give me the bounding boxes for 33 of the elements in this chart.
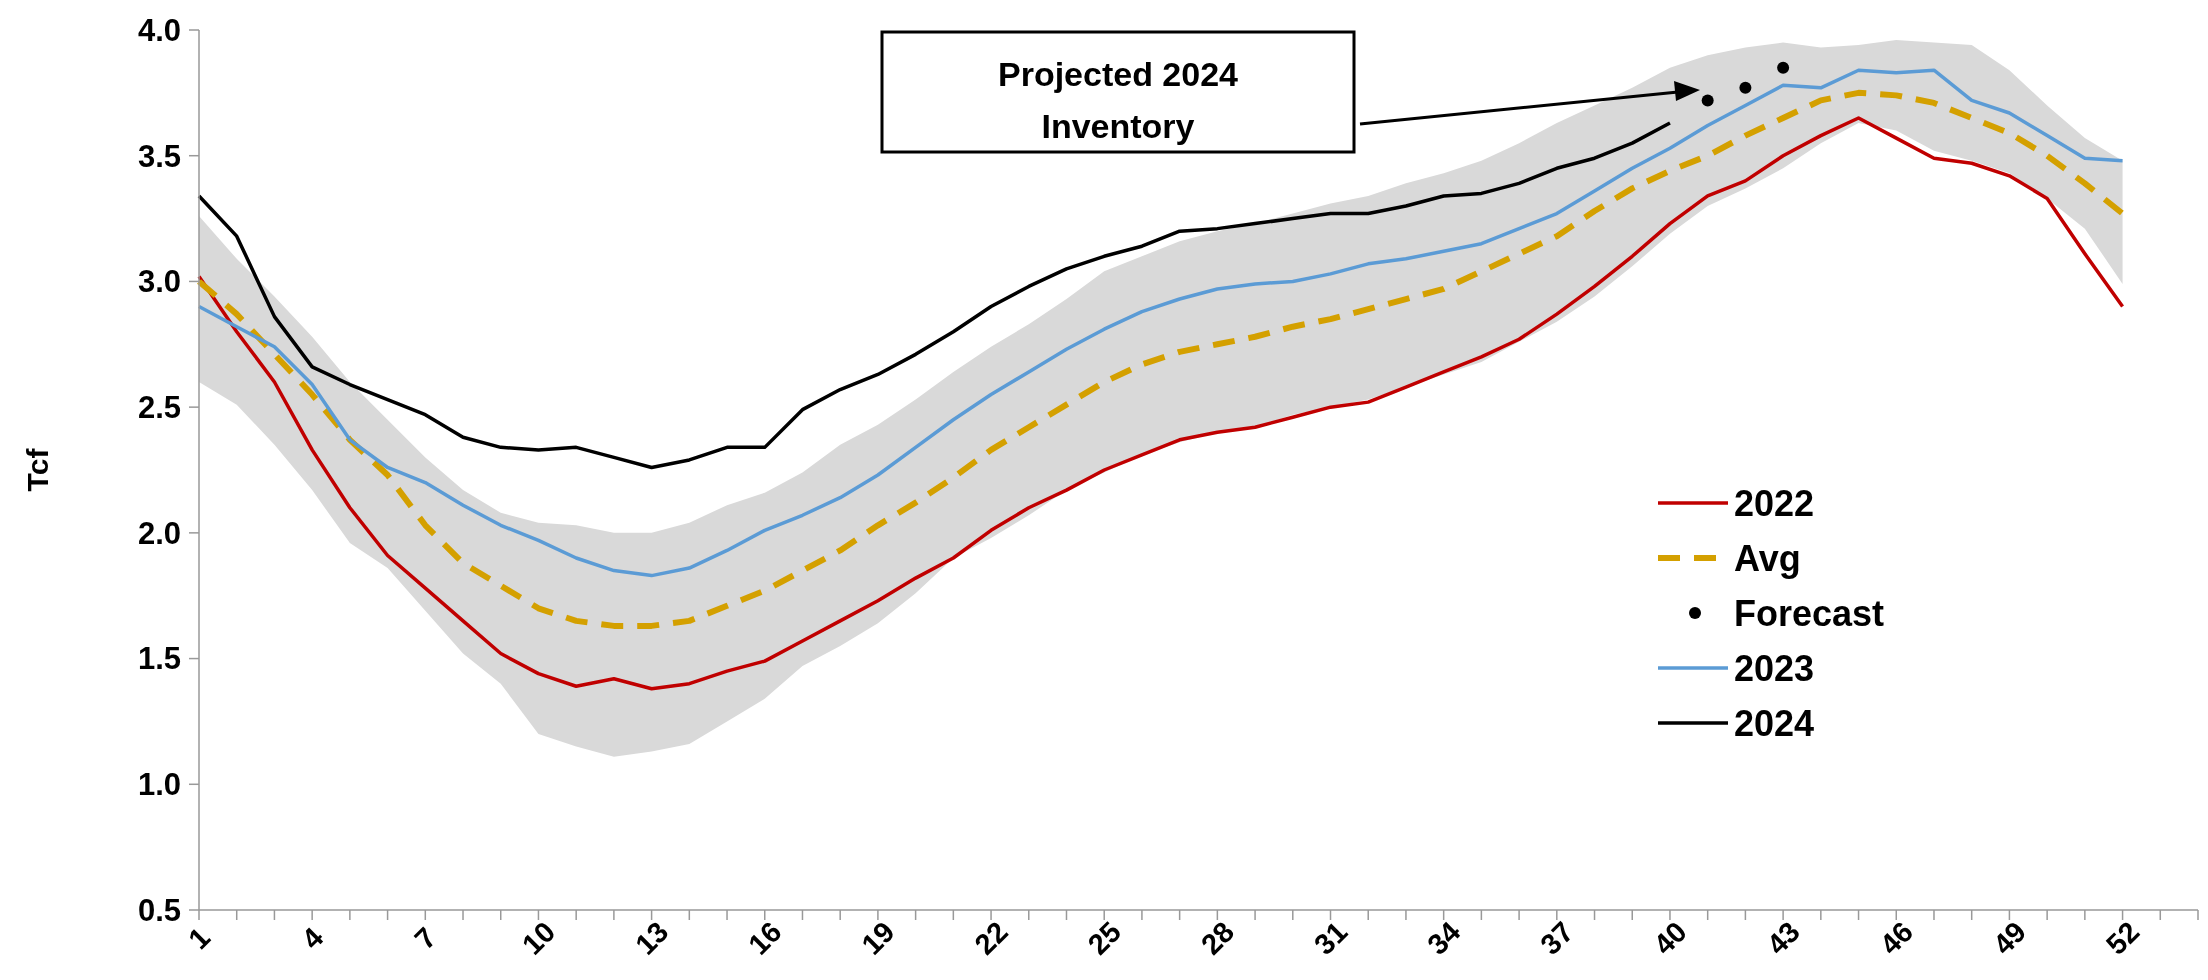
y-tick-label: 2.0 [137,515,181,551]
legend-label: Avg [1734,537,1801,579]
annotation: Projected 2024 Inventory [997,54,1239,145]
y-tick-label: 1.5 [137,641,181,677]
legend-label: 2022 [1734,482,1815,524]
y-tick-label: 3.0 [137,264,181,300]
x-tick-label: 25 [1081,915,1128,961]
x-tick-label: 40 [1647,915,1693,961]
y-tick-label: 0.5 [137,892,181,928]
x-tick-label: 7 [408,921,443,956]
x-tick-label: 10 [515,915,562,961]
x-tick-label: 1 [182,921,217,956]
x-tick-label: 34 [1421,915,1467,961]
x-tick-label: 43 [1760,915,1806,961]
legend-label: Forecast [1734,592,1885,634]
x-tick-label: 19 [855,915,901,961]
x-tick-label: 16 [742,915,788,961]
x-tick-label: 52 [2099,915,2146,961]
x-tick-label: 28 [1194,915,1241,961]
x-tick-label: 4 [295,921,330,956]
y-tick-label: 3.5 [137,138,181,174]
x-tick-label: 13 [628,915,675,961]
y-tick-label: 2.5 [137,389,181,425]
y-tick-label: 4.0 [137,12,181,48]
x-tick-label: 37 [1534,915,1580,961]
y-axis-title: Tcf [21,447,54,492]
y-tick-label: 1.0 [137,767,181,803]
x-tick-label: 49 [1986,915,2033,961]
x-tick-label: 22 [968,915,1014,961]
legend-label: 2023 [1734,647,1815,689]
legend-label: 2024 [1734,702,1815,744]
x-tick-label: 46 [1873,915,1920,961]
x-tick-label: 31 [1307,915,1354,961]
